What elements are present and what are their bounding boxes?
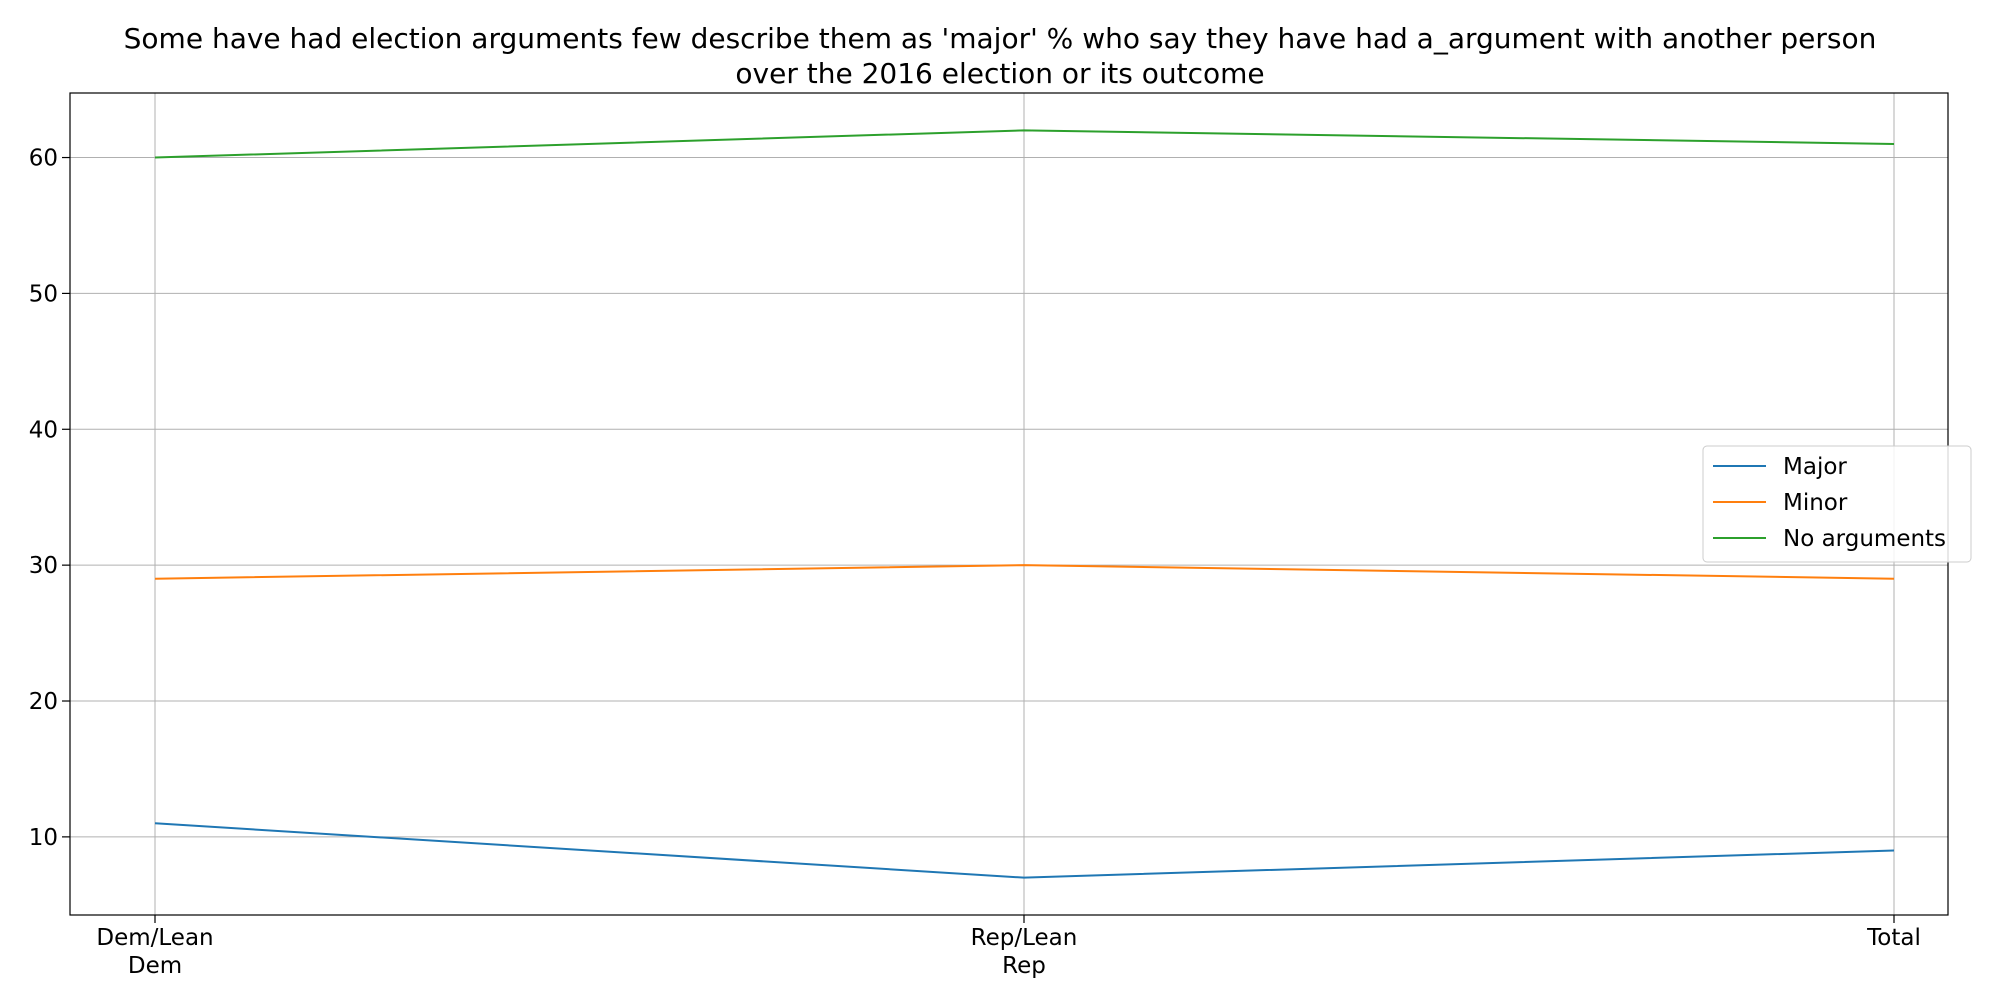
series-line-minor bbox=[154, 564, 1895, 580]
x-tick-label: Rep bbox=[1002, 953, 1046, 979]
legend: Major Minor No arguments bbox=[1702, 445, 1972, 563]
x-tick-label: Rep/Lean bbox=[971, 925, 1078, 951]
series-line-no-arguments bbox=[154, 129, 1895, 159]
y-tick-label: 20 bbox=[29, 689, 58, 715]
y-tick-label: 30 bbox=[29, 553, 58, 579]
y-tick-label: 50 bbox=[29, 281, 58, 307]
series-line-major bbox=[154, 822, 1895, 879]
y-tick-label: 60 bbox=[29, 146, 58, 172]
legend-label-no-arguments: No arguments bbox=[1783, 526, 1946, 552]
series-layer bbox=[154, 129, 1895, 879]
legend-label-minor: Minor bbox=[1783, 490, 1848, 516]
x-tick-label: Dem bbox=[128, 953, 182, 979]
y-tick-label: 40 bbox=[29, 417, 58, 443]
legend-box bbox=[1702, 445, 1972, 563]
legend-label-major: Major bbox=[1783, 454, 1847, 480]
y-tick-label: 10 bbox=[29, 825, 58, 851]
chart-title-line-2: over the 2016 election or its outcome bbox=[735, 57, 1264, 90]
x-tick-label: Total bbox=[1866, 925, 1921, 951]
chart-title-line-1: Some have had election arguments few des… bbox=[124, 22, 1877, 55]
x-tick-label: Dem/Lean bbox=[96, 925, 213, 951]
